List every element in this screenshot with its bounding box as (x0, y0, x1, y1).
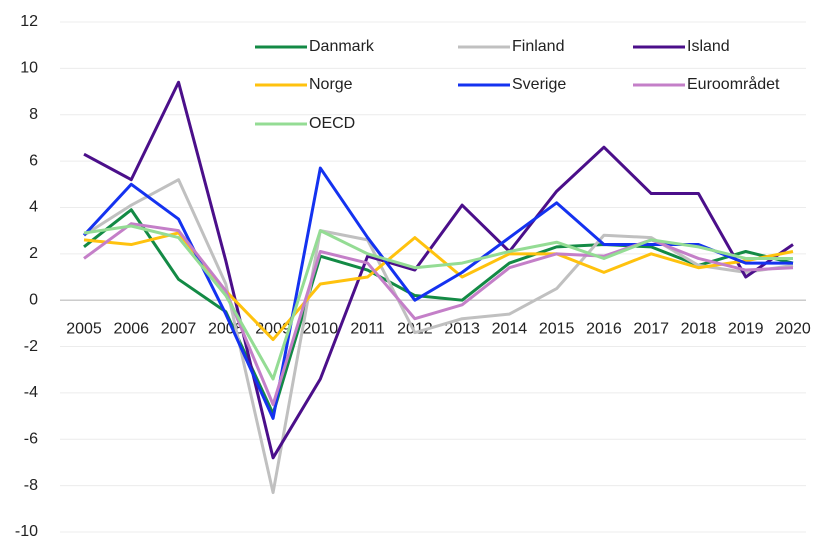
series-line (83, 208, 794, 416)
x-tick-label: 2007 (161, 320, 197, 337)
x-tick-label: 2019 (728, 320, 764, 337)
legend-label: Danmark (309, 38, 375, 55)
legend-label: OECD (309, 115, 355, 132)
y-tick-label: 12 (20, 13, 38, 30)
x-tick-label: 2013 (444, 320, 480, 337)
legend-label: Finland (512, 38, 564, 55)
x-tick-label: 2020 (775, 320, 811, 337)
x-tick-label: 2014 (492, 320, 528, 337)
y-tick-label: 6 (29, 152, 38, 169)
y-tick-label: 0 (29, 291, 38, 308)
x-tick-label: 2011 (350, 320, 385, 337)
x-tick-label: 2009 (255, 320, 291, 337)
y-tick-label: -10 (15, 523, 38, 539)
x-tick-label: 2012 (397, 320, 433, 337)
y-tick-label: 2 (29, 245, 38, 262)
y-tick-label: -8 (24, 477, 38, 494)
series-line (83, 222, 794, 406)
y-tick-label: -2 (24, 338, 38, 355)
series-line (83, 224, 793, 381)
x-tick-label: 2016 (586, 320, 622, 337)
x-tick-label: 2015 (539, 320, 575, 337)
y-tick-label: -4 (24, 384, 38, 401)
series-line (83, 80, 794, 460)
y-tick-label: -6 (24, 430, 38, 447)
y-tick-label: 8 (29, 106, 38, 123)
x-tick-label: 2010 (303, 320, 339, 337)
legend-label: Island (687, 38, 730, 55)
legend-label: Euroområdet (687, 75, 780, 93)
y-tick-label: 10 (20, 60, 38, 77)
legend-label: Sverige (512, 76, 566, 93)
x-tick-label: 2018 (681, 320, 717, 337)
x-tick-label: 2006 (113, 320, 149, 337)
series-line (83, 178, 794, 495)
x-tick-label: 2005 (66, 320, 102, 337)
legend-label: Norge (309, 76, 353, 93)
x-tick-label: 2017 (633, 320, 669, 337)
y-tick-label: 4 (29, 199, 38, 216)
